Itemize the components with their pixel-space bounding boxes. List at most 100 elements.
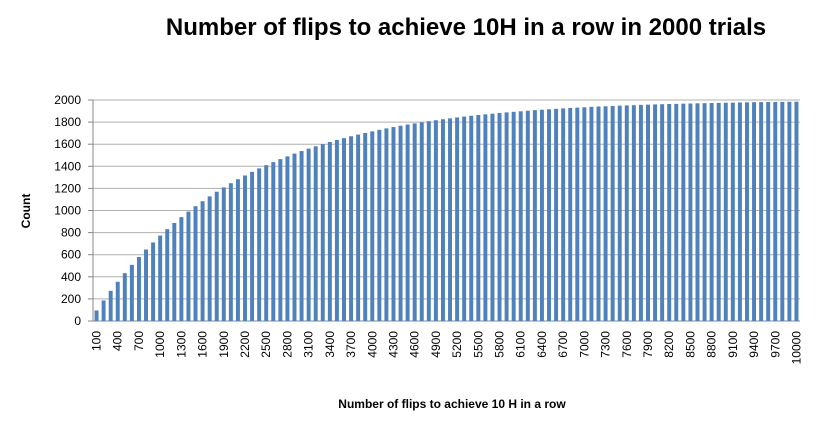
bar xyxy=(589,106,594,321)
bar xyxy=(483,114,488,322)
y-tick-label: 1800 xyxy=(54,115,81,129)
bar xyxy=(419,122,424,321)
bar xyxy=(624,105,629,322)
bar xyxy=(702,103,707,321)
bar xyxy=(207,196,212,321)
bar xyxy=(186,211,191,321)
bar xyxy=(264,165,269,321)
bar xyxy=(356,134,361,321)
x-tick-label: 8800 xyxy=(705,331,719,358)
x-tick-label: 5800 xyxy=(493,331,507,358)
x-tick-label: 1000 xyxy=(153,331,167,358)
x-tick-label: 4300 xyxy=(386,331,400,358)
bar xyxy=(377,129,382,321)
y-tick-label: 800 xyxy=(61,226,81,240)
y-tick-label: 1200 xyxy=(54,181,81,195)
bar xyxy=(349,136,354,321)
y-tick-label: 200 xyxy=(61,292,81,306)
x-tick-label: 400 xyxy=(111,331,125,351)
bar xyxy=(299,151,304,321)
bar xyxy=(554,108,559,321)
bar xyxy=(752,102,757,322)
bar xyxy=(695,103,700,321)
bar xyxy=(306,148,311,321)
bar xyxy=(744,102,749,322)
chart-title: Number of flips to achieve 10H in a row … xyxy=(165,14,767,41)
bar xyxy=(129,264,134,321)
bar xyxy=(723,102,728,321)
bar xyxy=(610,105,615,321)
y-axis-label: Count xyxy=(19,194,33,229)
x-tick-label: 7300 xyxy=(599,331,613,358)
bar xyxy=(716,102,721,321)
bar xyxy=(398,125,403,322)
x-tick-label: 6700 xyxy=(556,331,570,358)
x-tick-label: 1900 xyxy=(217,331,231,358)
bar xyxy=(617,105,622,321)
bar xyxy=(228,183,233,321)
bar xyxy=(214,191,219,321)
bar xyxy=(476,115,481,321)
bar xyxy=(603,106,608,322)
bar xyxy=(448,118,453,321)
x-tick-label: 4900 xyxy=(429,331,443,358)
bar xyxy=(794,101,799,321)
x-tick-label: 7600 xyxy=(620,331,634,358)
bar xyxy=(518,111,523,322)
bar xyxy=(575,107,580,321)
bar xyxy=(250,171,255,321)
bar xyxy=(674,103,679,322)
x-tick-label: 3400 xyxy=(323,331,337,358)
bar xyxy=(235,179,240,321)
bar xyxy=(200,201,205,321)
bar xyxy=(320,144,325,321)
x-tick-label: 700 xyxy=(132,331,146,351)
bar xyxy=(193,206,198,321)
bar xyxy=(787,101,792,321)
x-tick-label: 8200 xyxy=(662,331,676,358)
bar xyxy=(151,242,156,321)
bar xyxy=(391,127,396,321)
bar xyxy=(271,162,276,321)
y-tick-label: 0 xyxy=(74,314,81,328)
x-tick-label: 2500 xyxy=(259,331,273,358)
bar xyxy=(681,103,686,321)
bar xyxy=(292,153,297,321)
x-tick-label: 5200 xyxy=(450,331,464,358)
bar xyxy=(426,121,431,321)
bar xyxy=(363,132,368,321)
bar xyxy=(370,131,375,321)
bar xyxy=(561,108,566,321)
bar xyxy=(780,101,785,321)
x-tick-label: 3100 xyxy=(302,331,316,358)
bar xyxy=(285,156,290,321)
bar xyxy=(278,159,283,321)
bar xyxy=(462,116,467,321)
bar xyxy=(221,187,226,321)
x-tick-label: 6400 xyxy=(535,331,549,358)
bar xyxy=(243,175,247,321)
bar xyxy=(342,138,346,321)
x-tick-label: 6100 xyxy=(514,331,528,358)
bar xyxy=(165,229,170,321)
bar xyxy=(737,102,742,321)
bar xyxy=(172,222,177,321)
x-tick-label: 4600 xyxy=(408,331,422,358)
bar xyxy=(412,123,417,322)
bar xyxy=(490,113,495,322)
bar xyxy=(631,105,636,321)
bar xyxy=(144,249,149,321)
bar xyxy=(511,111,516,321)
x-tick-label: 9100 xyxy=(726,331,740,358)
x-tick-label: 1600 xyxy=(196,331,210,358)
bar xyxy=(539,109,544,321)
x-tick-label: 1300 xyxy=(174,331,188,358)
x-tick-label: 9700 xyxy=(768,331,782,358)
x-tick-label: 10000 xyxy=(789,331,803,365)
bar xyxy=(759,102,764,321)
x-tick-label: 4000 xyxy=(365,331,379,358)
y-tick-label: 1000 xyxy=(54,204,81,218)
bar xyxy=(730,102,735,321)
bar xyxy=(327,141,332,321)
